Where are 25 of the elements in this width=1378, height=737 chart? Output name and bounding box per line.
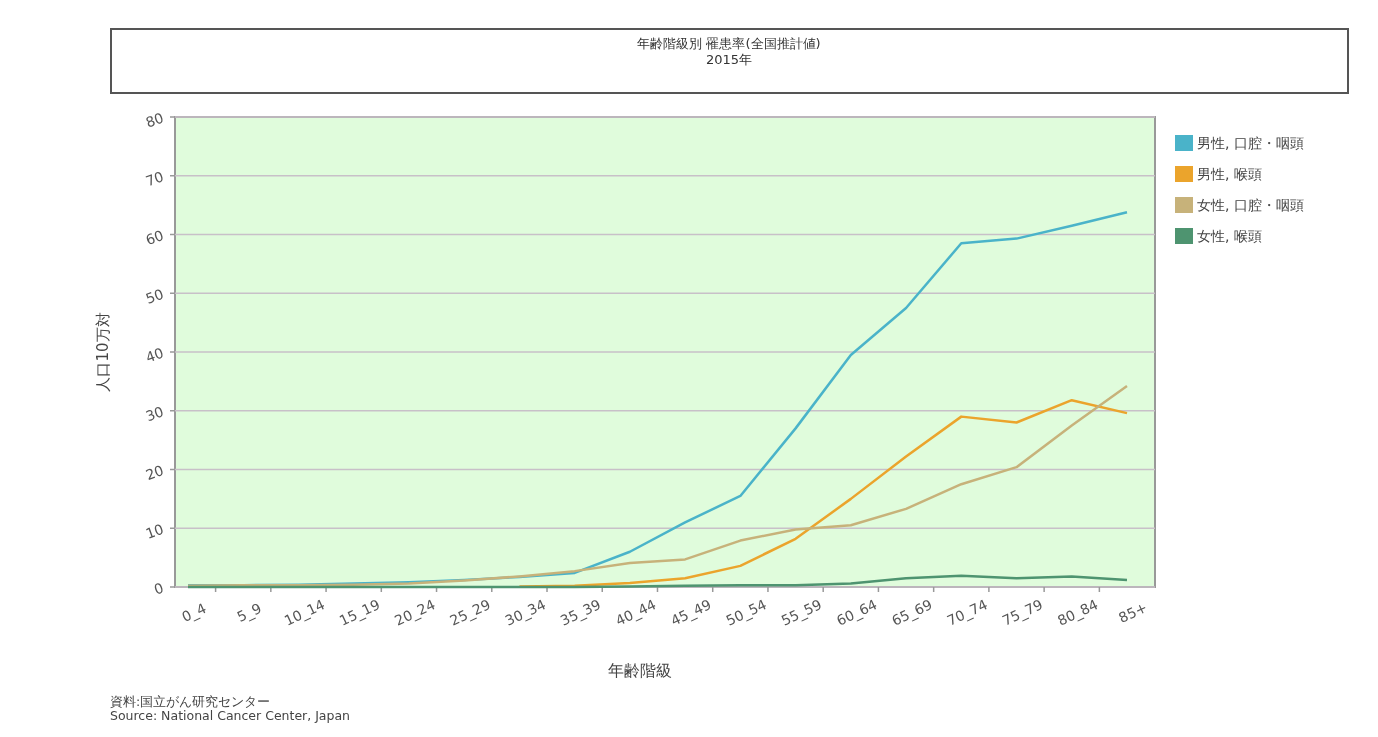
- y-axis-title: 人口10万対: [94, 312, 112, 392]
- y-tick-label: 20: [143, 461, 166, 484]
- chart-subtitle: 2015年: [705, 52, 753, 67]
- x-axis-title: 年齢階級: [608, 661, 672, 680]
- chart-title: 年齢階級別 罹患率(全国推計値): [637, 36, 821, 51]
- text: 資料:国立がん研究センター: [110, 694, 271, 709]
- x-tick-label: 5_9: [234, 599, 264, 625]
- legend-label: 女性, 喉頭: [1197, 228, 1262, 244]
- line-series: [186, 384, 1129, 588]
- y-tick-label: 10: [143, 520, 166, 542]
- y-tick-label: 50: [143, 285, 166, 307]
- legend-label: 男性, 喉頭: [1197, 166, 1262, 182]
- y-tick-label: 30: [143, 403, 166, 425]
- line-series: [186, 574, 1129, 589]
- line-series: [518, 398, 1129, 588]
- x-tick-label: 85+: [1116, 598, 1150, 626]
- source-note: Source: National Cancer Center, Japan: [110, 708, 351, 723]
- y-tick-label: 70: [143, 168, 166, 190]
- y-tick-label: 80: [143, 109, 166, 131]
- legend-label: 男性, 口腔・咽頭: [1197, 135, 1304, 151]
- y-tick-label: 0: [151, 579, 166, 598]
- legend-label: 女性, 口腔・咽頭: [1197, 197, 1304, 213]
- y-tick-label: 60: [143, 226, 166, 249]
- y-tick-label: 40: [143, 344, 166, 366]
- x-tick-label: 0_4: [179, 599, 209, 625]
